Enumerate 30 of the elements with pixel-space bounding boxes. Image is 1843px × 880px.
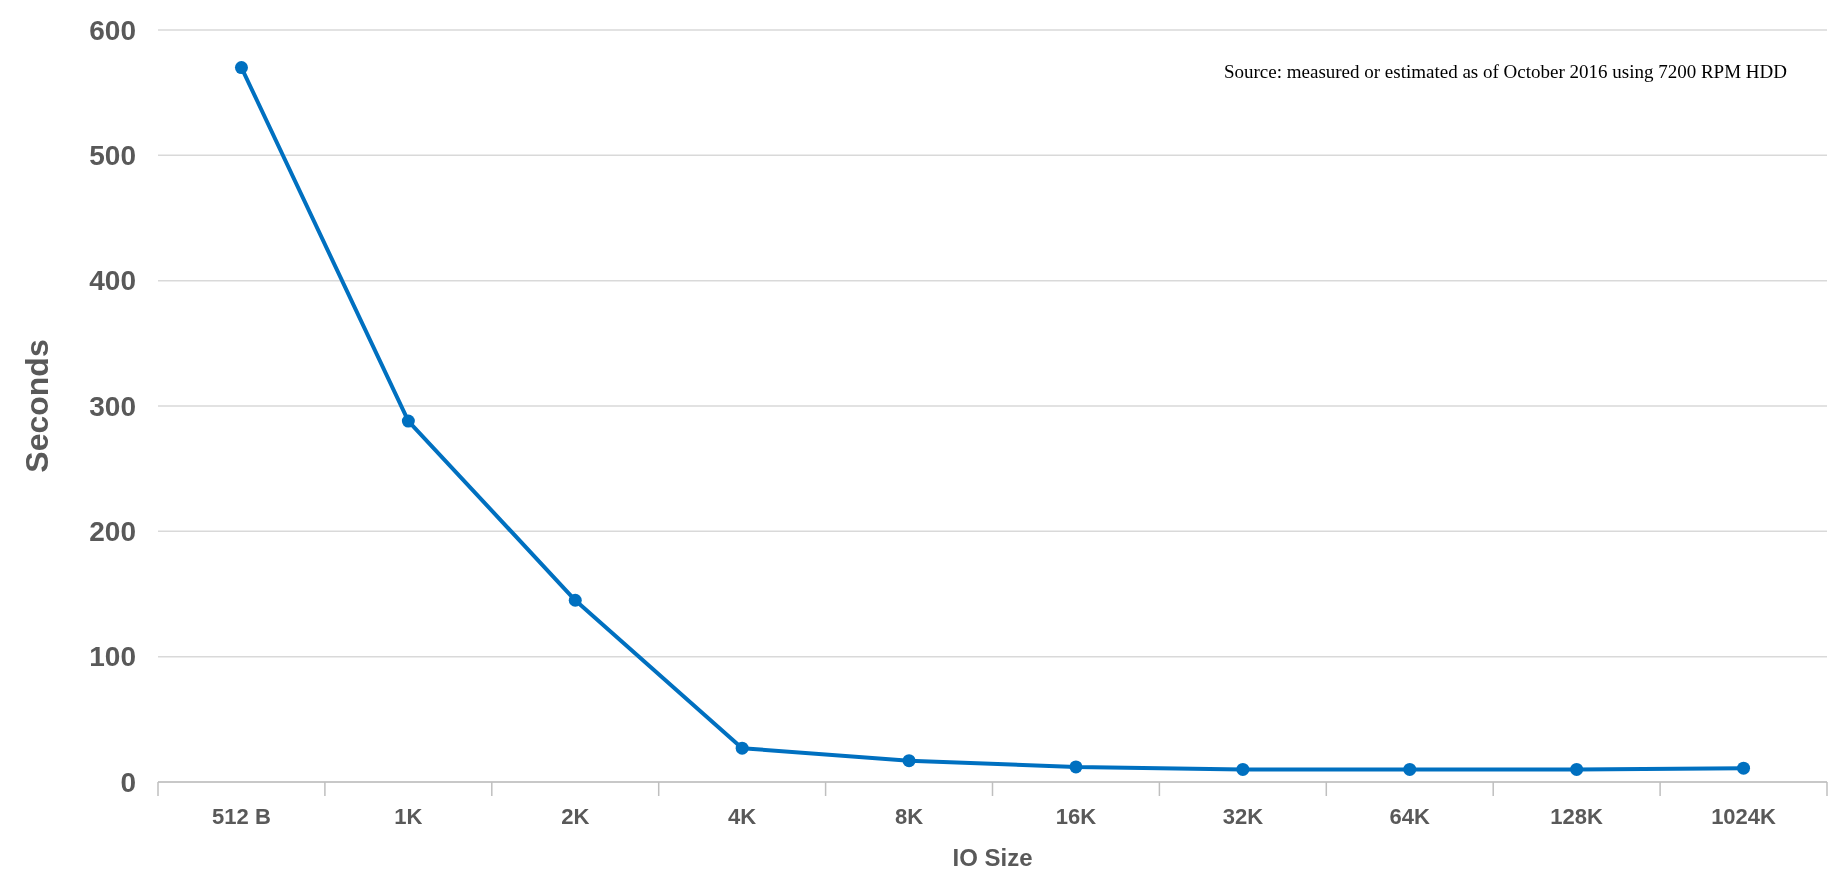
y-tick-label: 500	[89, 140, 136, 172]
point	[1403, 762, 1417, 776]
point	[401, 414, 415, 428]
y-tick-label: 300	[89, 390, 136, 422]
x-tick-label: 2K	[561, 804, 590, 829]
x-tick-label: 16K	[1055, 804, 1097, 829]
x-tick-label: 128K	[1550, 804, 1604, 829]
point	[1236, 762, 1250, 776]
point	[902, 754, 916, 768]
point	[568, 593, 582, 607]
point	[1069, 760, 1083, 774]
x-tick-label: 8K	[894, 804, 924, 829]
y-tick-label: 400	[89, 265, 136, 297]
y-tick-label: 0	[120, 766, 136, 798]
y-tick-label: 200	[89, 516, 136, 548]
point	[1737, 761, 1751, 775]
point	[1570, 762, 1584, 776]
annotation: Source: measured or estimated as of October 2016 using 7200 RPM HDD	[1223, 61, 1787, 82]
x-axis-title: IO Size	[952, 844, 1033, 871]
y-axis-title: Seconds	[19, 339, 55, 473]
point	[735, 741, 749, 755]
x-tick-label: 1K	[394, 804, 423, 829]
x-tick-label: 64K	[1389, 804, 1431, 829]
y-tick-label: 100	[89, 641, 136, 673]
x-tick-label: 512 B	[212, 804, 271, 829]
y-tick-label: 600	[89, 14, 136, 46]
point	[234, 61, 248, 75]
x-tick-label: 4K	[728, 804, 757, 829]
x-tick-label: 1024K	[1711, 804, 1777, 829]
x-tick-label: 32K	[1222, 804, 1264, 829]
